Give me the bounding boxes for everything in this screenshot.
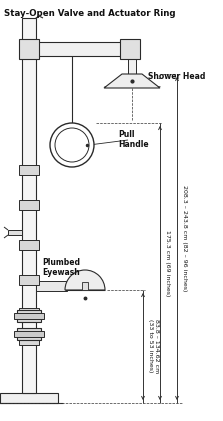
Bar: [14, 313, 44, 319]
Bar: [22, 18, 36, 42]
Bar: [17, 328, 41, 340]
Text: Pull
Handle: Pull Handle: [118, 130, 149, 149]
Bar: [19, 240, 39, 250]
Polygon shape: [104, 74, 160, 88]
Bar: [14, 331, 44, 337]
Bar: [8, 230, 22, 235]
Bar: [19, 200, 39, 210]
Bar: [0, 393, 58, 403]
Text: Stay-Open Valve and Actuator Ring: Stay-Open Valve and Actuator Ring: [4, 9, 176, 18]
Bar: [17, 310, 41, 322]
Bar: [36, 281, 67, 291]
Text: 83.8 – 134.62 cm
(33 to 53 inches): 83.8 – 134.62 cm (33 to 53 inches): [148, 320, 159, 373]
Bar: [128, 56, 136, 74]
Bar: [19, 39, 39, 59]
Bar: [19, 275, 39, 285]
Bar: [82, 282, 88, 290]
Circle shape: [50, 123, 94, 167]
Bar: [22, 56, 36, 393]
Bar: [19, 165, 39, 175]
Bar: [22, 42, 130, 56]
Text: Shower Head: Shower Head: [148, 72, 205, 81]
Circle shape: [55, 128, 89, 162]
Text: 175.3 cm (69 inches): 175.3 cm (69 inches): [165, 230, 170, 296]
Wedge shape: [65, 270, 105, 290]
Bar: [120, 39, 140, 59]
Bar: [19, 308, 39, 318]
Text: 208.3 – 243.8 cm (82 – 96 inches): 208.3 – 243.8 cm (82 – 96 inches): [182, 185, 187, 292]
Bar: [19, 335, 39, 345]
Text: Plumbed
Eyewash: Plumbed Eyewash: [42, 258, 80, 277]
